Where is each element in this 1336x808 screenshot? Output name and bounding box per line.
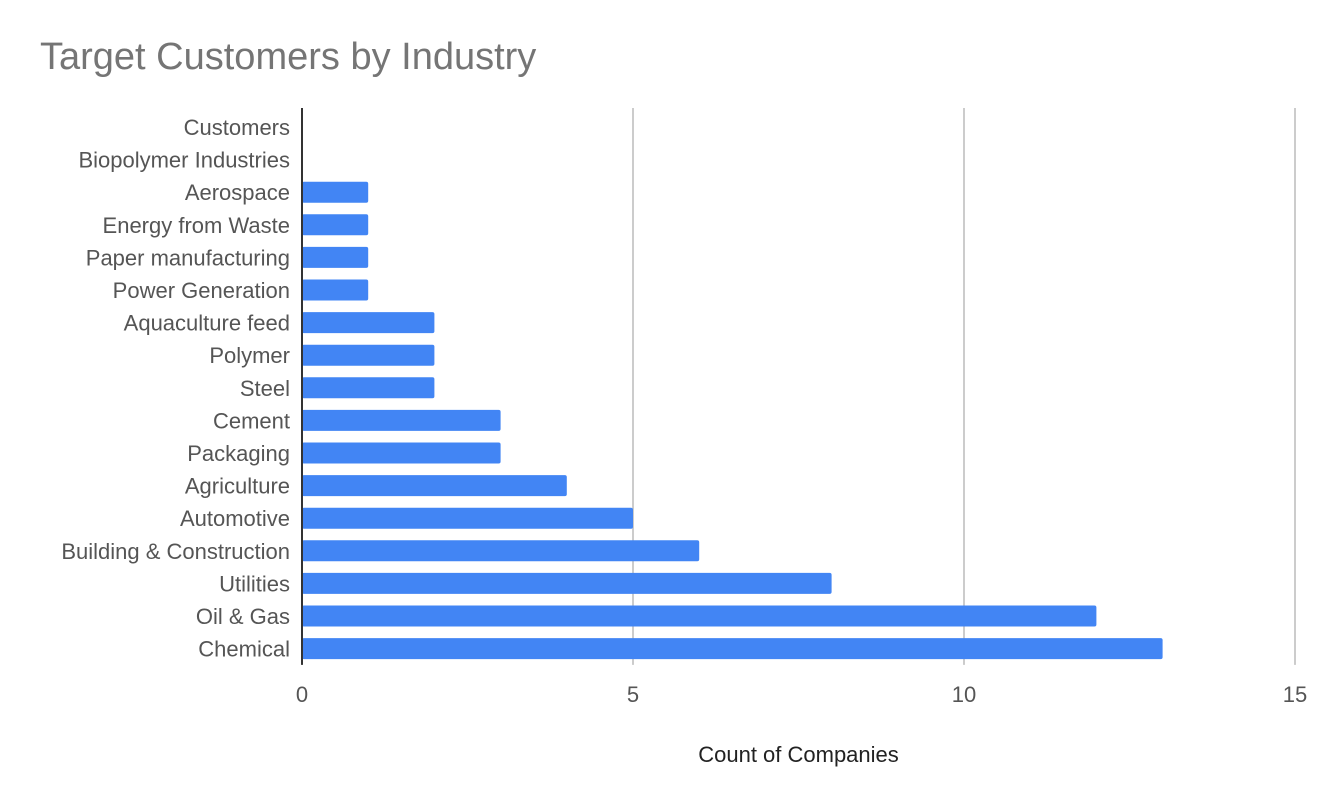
category-label: Automotive [180,506,290,531]
category-label: Packaging [187,441,290,466]
bar [302,540,700,562]
bar [302,409,501,431]
bar [302,214,369,236]
bar [302,344,435,366]
bar [302,279,369,301]
category-label: Utilities [219,571,290,596]
category-label: Paper manufacturing [86,245,290,270]
category-label: Energy from Waste [103,213,290,238]
category-label: Steel [240,376,290,401]
category-label: Biopolymer Industries [78,148,290,173]
x-axis-title: Count of Companies [698,742,899,767]
x-tick-label: 10 [952,682,976,707]
bar [302,638,1163,660]
bar [302,507,633,529]
bar [302,572,832,594]
x-tick-label: 0 [296,682,308,707]
bar [302,442,501,464]
bar [302,605,1097,627]
chart-title: Target Customers by Industry [40,36,537,78]
category-label: Chemical [198,637,290,662]
category-label: Customers [184,115,290,140]
bar [302,475,567,497]
bar [302,377,435,399]
category-label: Power Generation [113,278,290,303]
x-tick-label: 15 [1283,682,1307,707]
bar [302,181,369,203]
category-label: Building & Construction [61,539,290,564]
x-tick-label: 5 [627,682,639,707]
category-label: Aerospace [185,180,290,205]
category-label: Agriculture [185,474,290,499]
category-label: Polymer [209,343,290,368]
category-label: Aquaculture feed [124,311,290,336]
bar [302,312,435,334]
category-label: Oil & Gas [196,604,290,629]
bar [302,246,369,268]
category-label: Cement [213,408,290,433]
